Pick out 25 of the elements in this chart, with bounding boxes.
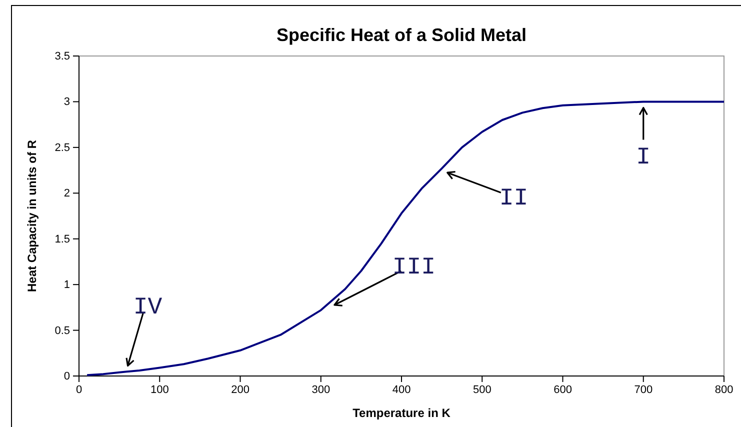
annotation: I [636,144,651,172]
x-tick-label: 700 [634,384,653,396]
annotation: IV [133,294,163,322]
y-tick-label: 0 [64,370,70,383]
y-tick-label: 2 [64,188,70,200]
y-tick-label: 1 [64,279,70,292]
x-tick-label: 800 [714,384,734,396]
y-axis-title: Heat Capacity in units of R [25,140,39,292]
x-tick-label: 300 [312,384,330,396]
x-tick-label: 500 [472,384,492,396]
x-tick-label: 600 [554,384,572,396]
y-tick-label: 1.5 [54,233,70,246]
annotation: III [392,254,436,282]
x-axis-title: Temperature in K [352,406,451,420]
x-tick-label: 0 [76,384,82,396]
line-series [86,100,725,376]
y-tick-label: 2.5 [54,142,70,154]
x-tick-label: 400 [392,384,411,396]
y-tick-label: 3.5 [54,50,70,63]
y-tick-label: 0.5 [54,324,70,337]
x-tick-label: 200 [231,384,250,396]
x-tick-label: 100 [150,384,169,396]
y-tick-label: 3 [64,96,70,108]
annotation: II [499,185,528,212]
chart-title: Specific Heat of a Solid Metal [276,25,527,45]
